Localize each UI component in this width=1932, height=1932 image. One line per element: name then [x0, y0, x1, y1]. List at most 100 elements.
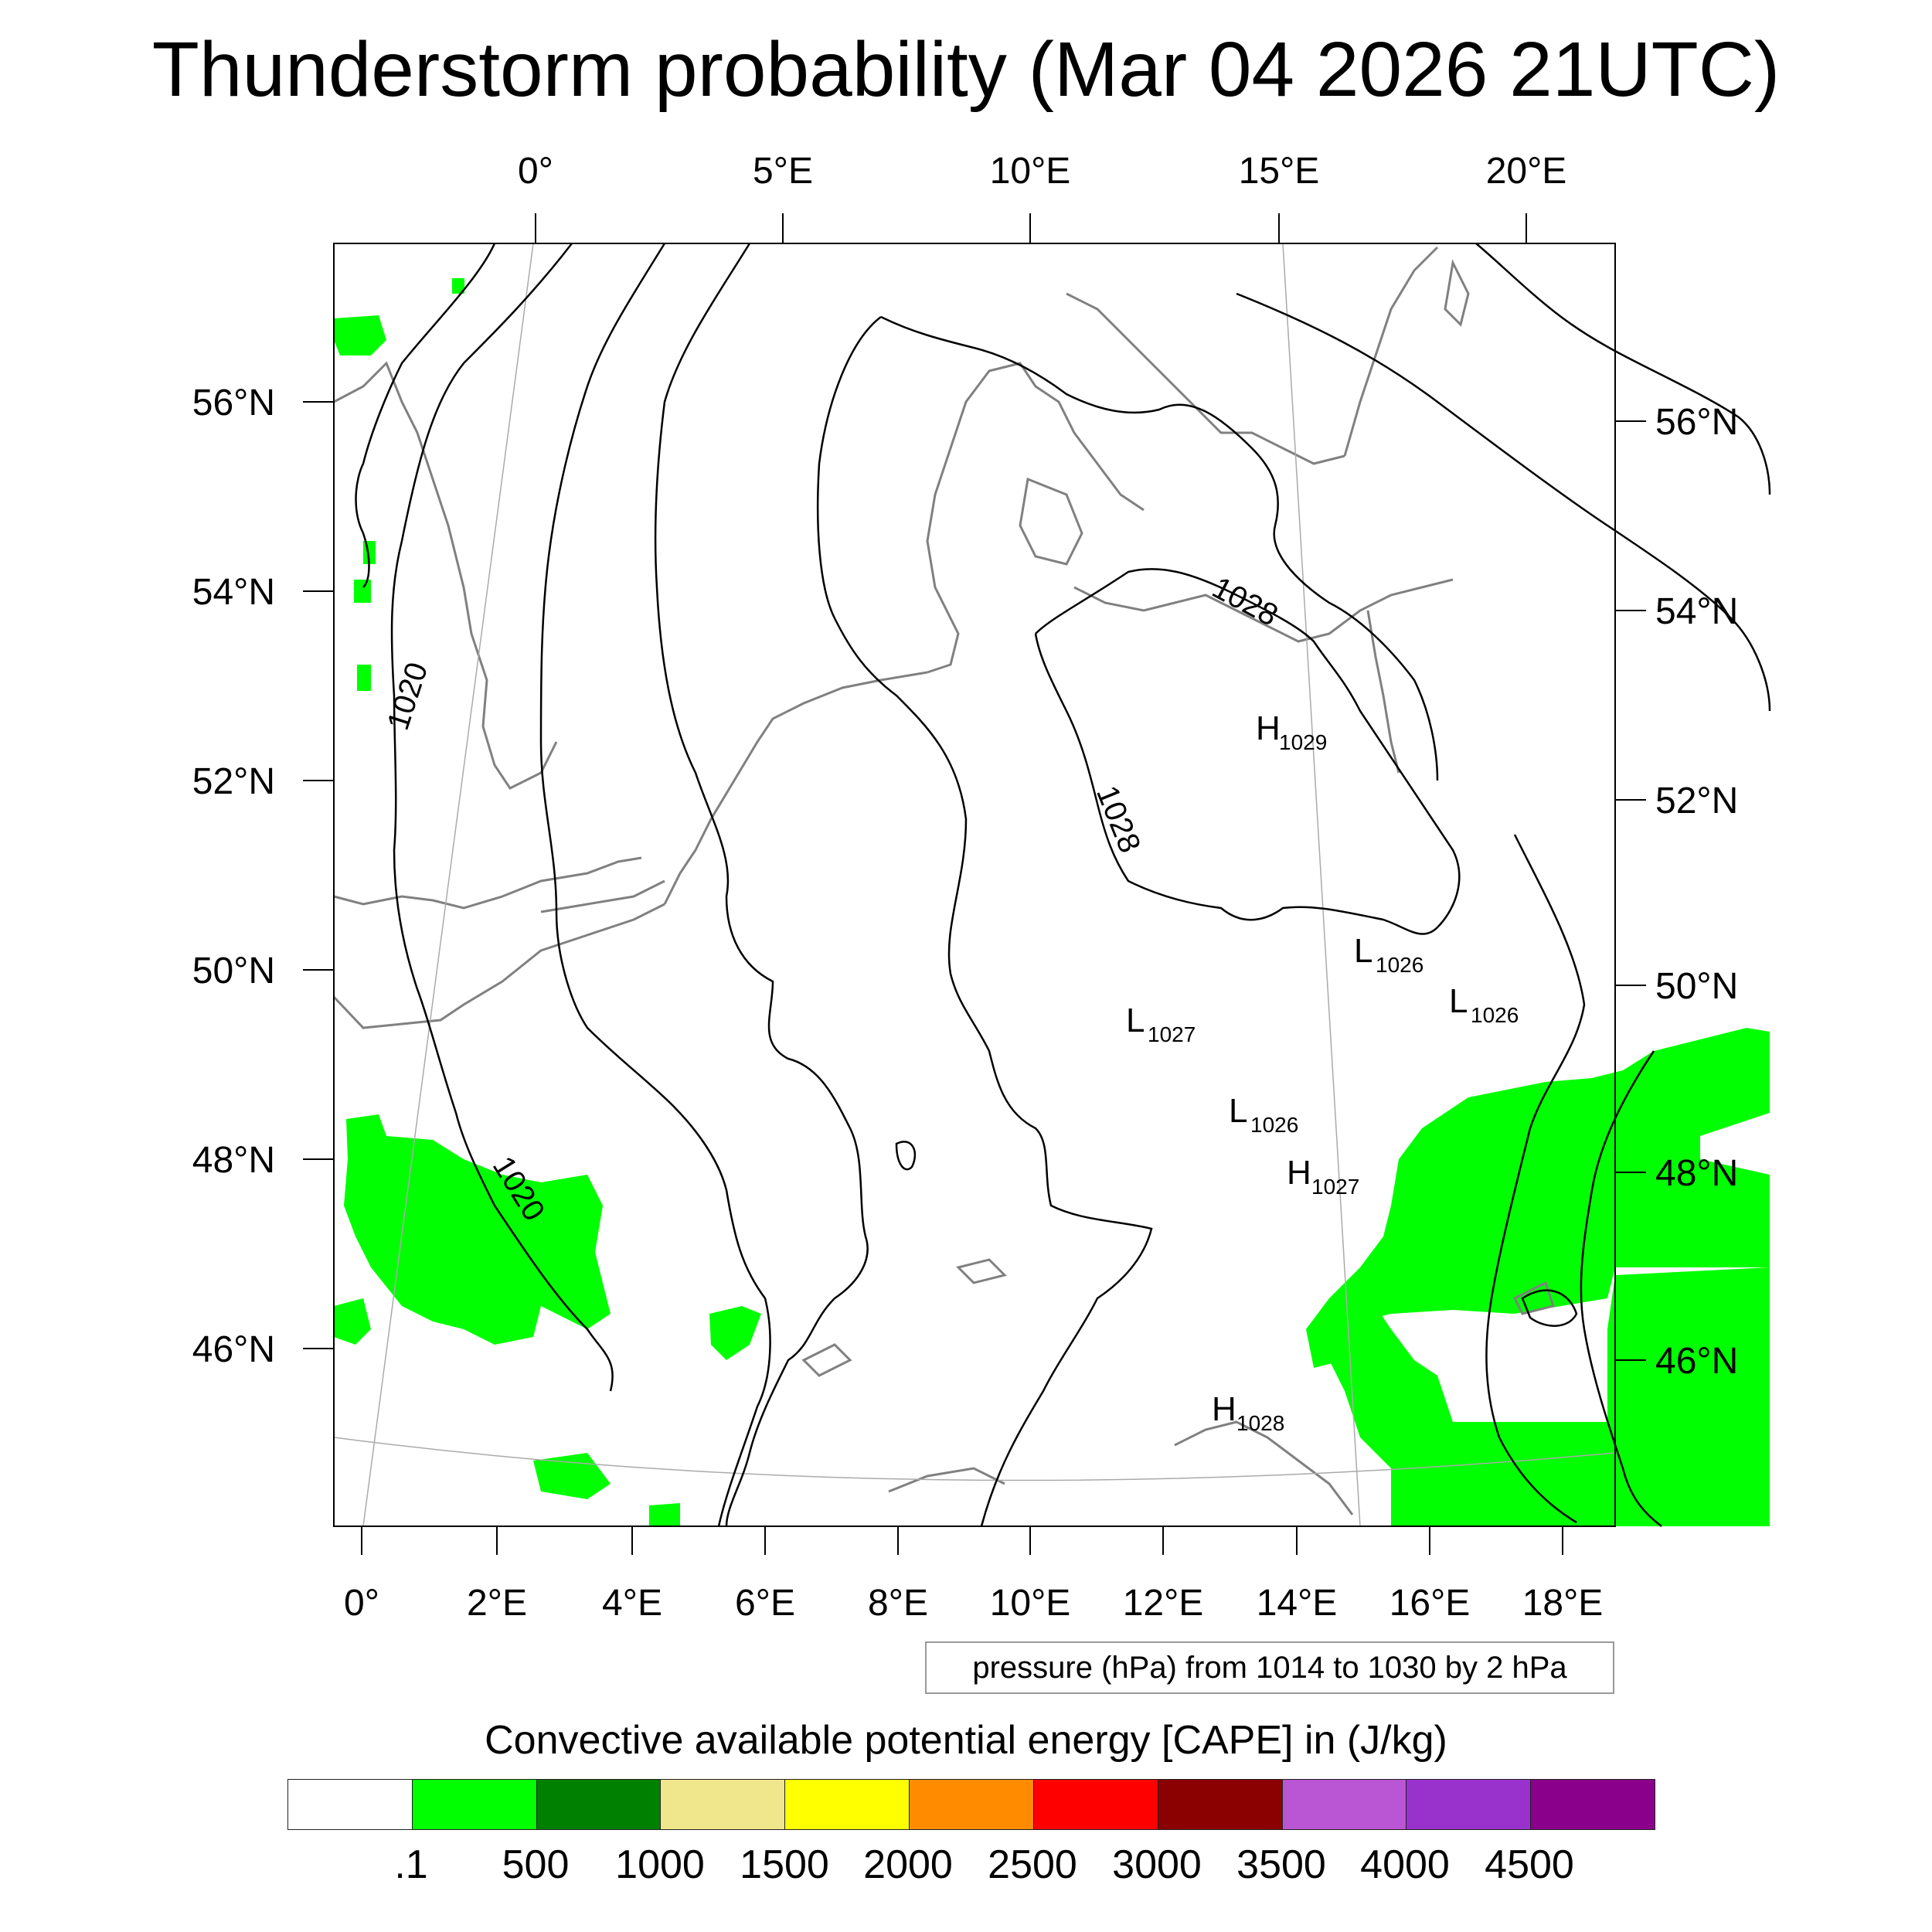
svg-text:1028: 1028	[1236, 1411, 1284, 1435]
svg-text:L: L	[1126, 1002, 1145, 1039]
colorbar-label: 1000	[615, 1842, 705, 1887]
colorbar-swatch	[1032, 1780, 1158, 1829]
bottom-lon-label: 0°	[344, 1583, 379, 1624]
coast-britain-east	[333, 361, 558, 790]
top-lon-label: 20°E	[1486, 151, 1567, 192]
svg-text:1026: 1026	[1250, 1113, 1298, 1137]
right-lat-label: 50°N	[1655, 966, 1738, 1007]
bottom-lon-label: 8°E	[868, 1583, 928, 1624]
svg-text:1029: 1029	[1279, 730, 1327, 754]
cape-area-speck-4	[452, 278, 464, 294]
colorbar-swatch	[411, 1780, 536, 1829]
bottom-lon-label: 16°E	[1389, 1583, 1471, 1624]
colorbar-swatch	[909, 1780, 1033, 1829]
pressure-center-low-1027: L 1027	[1126, 1002, 1196, 1046]
colorbar-labels: .1 500 1000 1500 2000 2500 3000 3500 400…	[0, 1839, 1932, 1893]
isobar-westmost	[355, 243, 496, 588]
colorbar-label: .1	[394, 1842, 428, 1887]
left-lat-label: 56°N	[192, 383, 275, 423]
contour-label-1020-north: 1020	[381, 658, 434, 734]
top-lon-label: 10°E	[990, 151, 1071, 192]
coast-denmark-islands	[1019, 477, 1083, 566]
bottom-lon-label: 14°E	[1257, 1583, 1338, 1624]
colorbar-swatch	[784, 1780, 910, 1829]
coast-britain-south	[333, 856, 642, 910]
bottom-lon-label: 18°E	[1522, 1583, 1604, 1624]
isobar-1028	[1034, 568, 1461, 935]
contour-label-1028-north: 1028	[1206, 570, 1283, 633]
bottom-lon-label: 2°E	[467, 1583, 527, 1624]
cape-area-nw-coast	[334, 315, 386, 355]
top-longitude-labels: 0° 5°E 10°E 15°E 20°E	[518, 151, 1566, 192]
left-lat-label: 46°N	[192, 1329, 275, 1370]
svg-text:H: H	[1212, 1390, 1236, 1428]
cape-area-uk-south	[334, 1298, 371, 1345]
left-lat-label: 48°N	[192, 1140, 275, 1181]
colorbar-label: 1500	[740, 1842, 829, 1887]
colorbar-label: 2000	[863, 1842, 953, 1887]
bottom-lon-label: 12°E	[1123, 1583, 1204, 1624]
colorbar-title: Convective available potential energy [C…	[485, 1718, 1447, 1763]
pressure-center-high-1029: H 1029	[1256, 709, 1327, 754]
pressure-center-high-1027: H 1027	[1287, 1154, 1359, 1199]
svg-text:L: L	[1449, 982, 1468, 1020]
border-de-pl	[1366, 610, 1400, 774]
coast-baltic-south	[1073, 578, 1454, 643]
coast-ligurian	[888, 1467, 1005, 1493]
left-lat-label: 54°N	[192, 572, 275, 613]
coastlines	[332, 246, 1555, 1515]
coast-germany-denmark	[926, 362, 1145, 674]
svg-text:1026: 1026	[1376, 953, 1423, 977]
left-lat-label: 52°N	[192, 761, 275, 802]
svg-text:H: H	[1256, 709, 1281, 747]
top-lon-label: 0°	[518, 151, 553, 192]
right-latitude-labels: 56°N 54°N 52°N 50°N 48°N 46°N	[1655, 402, 1738, 1382]
svg-text:1027: 1027	[1311, 1175, 1359, 1199]
colorbar-swatch	[1157, 1780, 1282, 1829]
contour-labels: 1020 1020 1028 1028	[381, 570, 1284, 1226]
lake-balaton	[1512, 1281, 1555, 1315]
colorbar-label: 500	[502, 1842, 570, 1887]
colorbar-swatch	[1406, 1780, 1531, 1829]
bottom-lon-label: 4°E	[602, 1583, 662, 1624]
right-lat-label: 46°N	[1655, 1341, 1738, 1382]
colorbar-swatch	[536, 1780, 661, 1829]
cape-area-pannonia	[1306, 1028, 1770, 1368]
bottom-longitude-labels: 0° 2°E 4°E 6°E 8°E 10°E 12°E 14°E 16°E 1…	[344, 1583, 1603, 1624]
cape-area-balkans	[1607, 1422, 1770, 1515]
pressure-centers: H 1029 L 1026 L 1026 L 1027 L 1026 H 102…	[1126, 709, 1519, 1435]
right-lat-label: 54°N	[1655, 591, 1738, 632]
pressure-center-low-1026-c: L 1026	[1229, 1092, 1298, 1137]
meridian-0	[362, 243, 534, 1527]
right-lat-label: 56°N	[1655, 402, 1738, 443]
cape-areas	[334, 278, 1770, 1526]
colorbar	[287, 1779, 1655, 1830]
svg-text:L: L	[1229, 1092, 1247, 1130]
colorbar-label: 3000	[1112, 1842, 1202, 1887]
map-frame	[333, 243, 1616, 1527]
lake-geneva	[801, 1343, 852, 1377]
graticule	[333, 243, 1616, 1527]
top-lon-label: 15°E	[1239, 151, 1320, 192]
right-lat-label: 52°N	[1655, 781, 1738, 821]
colorbar-swatch	[660, 1780, 785, 1829]
top-lon-label: 5°E	[753, 151, 813, 192]
isobar-1024	[654, 243, 869, 1527]
meridian-15E	[1282, 243, 1361, 1527]
coast-sweden-east	[1343, 246, 1439, 457]
svg-text:L: L	[1354, 932, 1372, 970]
cape-area-south-speck-2	[649, 1503, 680, 1526]
isobar-northeast-2	[1236, 292, 1771, 712]
colorbar-label: 4500	[1485, 1842, 1574, 1887]
colorbar-swatch	[1530, 1780, 1655, 1829]
isobar-1026-north	[880, 315, 1439, 781]
svg-text:1026: 1026	[1471, 1003, 1519, 1027]
coast-belgium-nl	[663, 671, 928, 905]
left-lat-label: 50°N	[192, 951, 275, 992]
tick-marks	[303, 213, 1646, 1555]
map-title: Thunderstorm probability (Mar 04 2026 21…	[151, 26, 1781, 113]
colorbar-label: 4000	[1360, 1842, 1450, 1887]
parallel-45N	[333, 1437, 1616, 1481]
colorbar-swatch	[1281, 1780, 1406, 1829]
